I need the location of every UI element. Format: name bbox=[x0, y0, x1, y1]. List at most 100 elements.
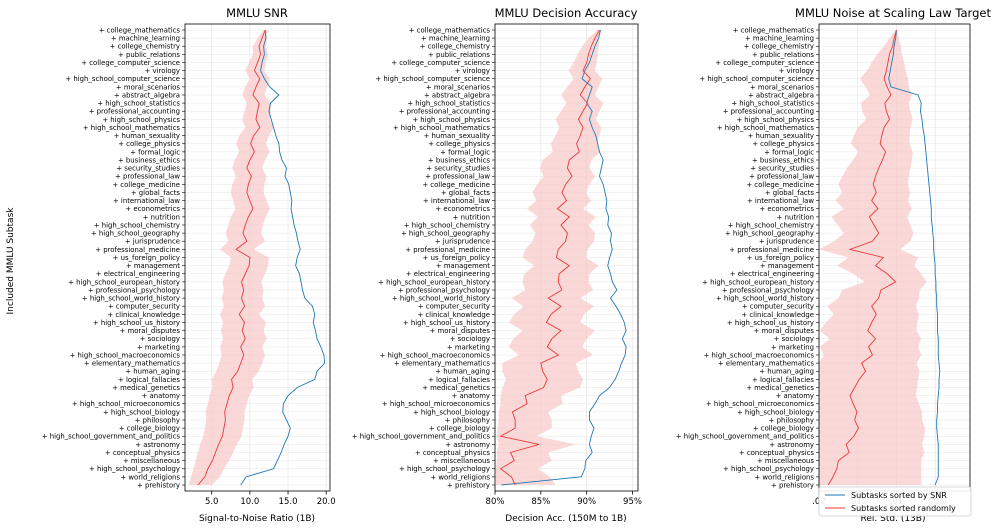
category-label: + management bbox=[436, 262, 490, 270]
category-label: + human_aging bbox=[435, 368, 490, 376]
category-label: + elementary_mathematics bbox=[718, 360, 815, 368]
category-label: + abstract_algebra bbox=[424, 91, 490, 99]
category-label: + conceptual_physics bbox=[415, 449, 491, 457]
category-label: + clinical_knowledge bbox=[741, 311, 814, 319]
category-label: + computer_security bbox=[742, 303, 814, 311]
category-label: + global_facts bbox=[441, 189, 491, 197]
category-label: + college_physics bbox=[752, 140, 814, 148]
category-label: + nutrition bbox=[777, 213, 814, 221]
category-label: + professional_psychology bbox=[722, 286, 814, 294]
category-label: + world_religions bbox=[120, 473, 180, 481]
panel-title: MMLU Decision Accuracy bbox=[495, 6, 638, 20]
category-label: + high_school_us_history bbox=[727, 319, 814, 327]
category-label: + medical_genetics bbox=[746, 384, 814, 392]
category-label: + high_school_geography bbox=[91, 230, 180, 238]
figure-ylabel: Included MMLU Subtask bbox=[6, 207, 16, 315]
category-label: + econometrics bbox=[435, 205, 490, 213]
category-label: + astronomy bbox=[769, 441, 814, 449]
category-label: + us_foreign_policy bbox=[113, 254, 180, 262]
category-label: + human_sexuality bbox=[748, 132, 814, 140]
category-label: + high_school_government_and_politics bbox=[352, 433, 491, 441]
category-label: + high_school_government_and_politics bbox=[42, 433, 181, 441]
category-label: + medical_genetics bbox=[112, 384, 180, 392]
category-label: + astronomy bbox=[445, 441, 490, 449]
category-label: + nutrition bbox=[453, 213, 490, 221]
x-tick-label: 10.0 bbox=[240, 497, 259, 507]
x-tick-label: 90% bbox=[577, 497, 596, 507]
category-label: + high_school_chemistry bbox=[94, 221, 180, 229]
random-band bbox=[819, 30, 927, 485]
x-tick-label: 80% bbox=[486, 497, 505, 507]
category-label: + sociology bbox=[774, 335, 814, 343]
series-line-sorted-by-snr bbox=[240, 29, 326, 486]
category-label: + logical_fallacies bbox=[752, 376, 814, 384]
category-label: + high_school_biology bbox=[413, 408, 490, 416]
series-line-sorted-by-snr bbox=[501, 29, 627, 486]
series-line-sorted-randomly bbox=[499, 29, 600, 486]
category-label: + electrical_engineering bbox=[406, 270, 490, 278]
category-label: + high_school_european_history bbox=[702, 278, 814, 286]
category-label: + high_school_biology bbox=[737, 408, 814, 416]
category-labels: + college_mathematics+ machine_learning+… bbox=[42, 26, 185, 489]
category-label: + professional_law bbox=[749, 173, 814, 181]
category-label: + high_school_physics bbox=[412, 116, 490, 124]
category-label: + philosophy bbox=[769, 416, 814, 424]
category-label: + computer_security bbox=[108, 303, 180, 311]
legend-label-snr: Subtasks sorted by SNR bbox=[851, 491, 947, 500]
category-label: + human_aging bbox=[759, 368, 814, 376]
category-label: + world_religions bbox=[430, 473, 490, 481]
series-line-sorted-by-snr bbox=[888, 29, 941, 486]
category-label: + international_law bbox=[423, 197, 490, 205]
category-label: + clinical_knowledge bbox=[107, 311, 180, 319]
category-label: + high_school_psychology bbox=[723, 465, 814, 473]
legend: Subtasks sorted by SNR Subtasks sorted r… bbox=[818, 486, 972, 517]
category-label: + high_school_mathematics bbox=[83, 124, 181, 132]
category-label: + college_physics bbox=[428, 140, 490, 148]
category-label: + electrical_engineering bbox=[730, 270, 814, 278]
category-label: + professional_accounting bbox=[399, 108, 490, 116]
category-label: + high_school_chemistry bbox=[728, 221, 814, 229]
category-label: + marketing bbox=[771, 343, 814, 351]
category-label: + professional_psychology bbox=[398, 286, 490, 294]
panel-decision-accuracy: MMLU Decision Accuracy + college_mathema… bbox=[352, 6, 642, 524]
category-label: + clinical_knowledge bbox=[417, 311, 490, 319]
series-line-sorted-randomly bbox=[827, 29, 897, 486]
legend-box bbox=[818, 486, 972, 517]
category-label: + formal_logic bbox=[440, 148, 490, 156]
category-label: + business_ethics bbox=[752, 156, 814, 164]
category-label: + jurisprudence bbox=[435, 238, 490, 246]
category-label: + anatomy bbox=[776, 392, 814, 400]
category-label: + conceptual_physics bbox=[739, 449, 815, 457]
panel-title: MMLU Noise at Scaling Law Target bbox=[795, 6, 991, 20]
category-label: + public_relations bbox=[428, 51, 490, 59]
category-label: + high_school_computer_science bbox=[699, 75, 814, 83]
category-label: + college_medicine bbox=[112, 181, 180, 189]
category-label: + miscellaneous bbox=[433, 457, 490, 465]
category-label: + high_school_psychology bbox=[89, 465, 180, 473]
category-label: + public_relations bbox=[752, 51, 814, 59]
category-label: + high_school_mathematics bbox=[717, 124, 815, 132]
category-label: + high_school_statistics bbox=[407, 100, 490, 108]
category-label: + medical_genetics bbox=[422, 384, 490, 392]
category-label: + logical_fallacies bbox=[428, 376, 490, 384]
category-label: + moral_disputes bbox=[120, 327, 181, 335]
category-label: + high_school_psychology bbox=[399, 465, 490, 473]
category-label: + high_school_european_history bbox=[378, 278, 490, 286]
category-label: + college_computer_science bbox=[81, 59, 180, 67]
category-label: + professional_medicine bbox=[95, 246, 180, 254]
category-label: + high_school_european_history bbox=[68, 278, 180, 286]
category-label: + high_school_physics bbox=[102, 116, 180, 124]
category-label: + formal_logic bbox=[764, 148, 814, 156]
category-label: + high_school_microeconomics bbox=[72, 400, 181, 408]
category-label: + philosophy bbox=[445, 416, 490, 424]
category-label: + high_school_world_history bbox=[82, 295, 180, 303]
category-label: + high_school_macroeconomics bbox=[704, 351, 815, 359]
category-label: + philosophy bbox=[135, 416, 180, 424]
category-label: + high_school_computer_science bbox=[65, 75, 180, 83]
category-label: + high_school_macroeconomics bbox=[380, 351, 491, 359]
category-label: + anatomy bbox=[452, 392, 490, 400]
category-label: + management bbox=[126, 262, 180, 270]
category-label: + abstract_algebra bbox=[748, 91, 814, 99]
category-label: + prehistory bbox=[137, 481, 180, 489]
category-label: + virology bbox=[455, 67, 490, 75]
